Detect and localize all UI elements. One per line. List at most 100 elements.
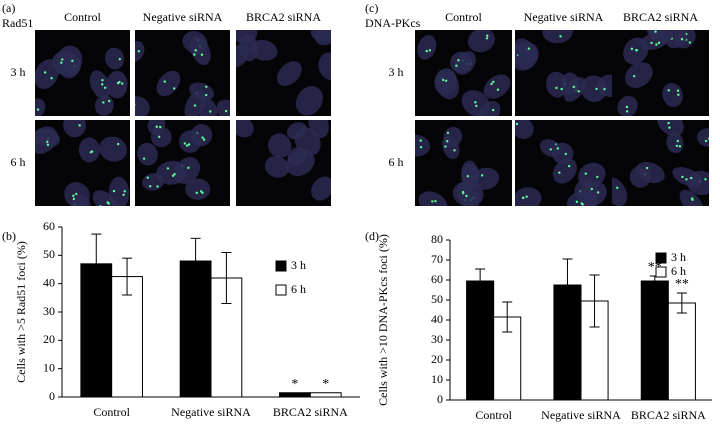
focus: [173, 173, 176, 176]
focus: [486, 34, 489, 37]
focus: [193, 53, 196, 56]
focus: [425, 49, 428, 53]
y-tick-label: 10: [43, 360, 55, 374]
nucleus: [483, 74, 511, 99]
y-tick-label: 80: [431, 232, 443, 246]
y-tick-label: 60: [43, 219, 55, 233]
cells: [236, 120, 331, 201]
cells: [35, 45, 128, 116]
nucleus: [418, 191, 448, 206]
focus: [446, 140, 449, 143]
nucleus: [672, 167, 702, 187]
cells: [612, 120, 709, 206]
focus: [146, 176, 149, 179]
focus: [492, 80, 495, 84]
focus: [567, 164, 571, 168]
nucleus: [310, 30, 331, 42]
nucleus: [267, 133, 292, 158]
y-tick-label: 0: [49, 389, 55, 403]
focus: [137, 50, 141, 53]
focus: [681, 175, 684, 179]
cells: [236, 30, 331, 116]
focus: [625, 105, 629, 109]
cells: [135, 31, 235, 116]
focus: [185, 144, 189, 147]
significance: *: [291, 377, 298, 392]
nucleus: [78, 137, 100, 163]
nucleus: [236, 120, 254, 138]
legend-label: 6 h: [291, 282, 306, 296]
micrograph: [415, 120, 512, 206]
focus: [616, 186, 619, 189]
focus: [156, 185, 159, 188]
focus: [577, 90, 580, 93]
x-tick-label: Negative siRNA: [541, 408, 621, 422]
focus: [667, 121, 670, 125]
nucleus: [51, 50, 81, 77]
focus: [204, 93, 208, 97]
micrograph: [236, 30, 331, 116]
focus: [103, 86, 107, 89]
focus: [525, 195, 528, 198]
focus: [75, 192, 78, 196]
focus: [549, 148, 552, 151]
nucleus: [35, 126, 58, 154]
focus: [465, 194, 468, 198]
focus: [106, 201, 109, 204]
focus: [596, 175, 599, 179]
focus: [689, 176, 693, 180]
legend-label: 6 h: [671, 264, 686, 278]
nucleus: [106, 70, 128, 99]
focus: [676, 139, 680, 143]
focus: [480, 174, 484, 177]
row-label: 6 h: [389, 155, 404, 169]
focus: [590, 187, 593, 191]
nucleus: [135, 96, 150, 116]
nucleus: [417, 35, 437, 60]
focus: [233, 111, 235, 113]
focus: [564, 152, 568, 156]
focus: [707, 137, 709, 140]
focus: [224, 109, 228, 113]
legend-label: 3 h: [291, 258, 306, 272]
focus: [101, 83, 104, 86]
micrograph: [515, 30, 612, 116]
nucleus: [137, 142, 158, 166]
focus: [428, 49, 432, 52]
focus: [654, 30, 657, 33]
cells: [415, 126, 500, 206]
focus: [475, 104, 478, 108]
focus: [163, 80, 166, 83]
focus: [99, 205, 102, 206]
focus: [572, 85, 575, 89]
nucleus: [515, 187, 542, 206]
focus: [419, 145, 423, 149]
focus: [560, 87, 563, 91]
focus: [596, 191, 600, 194]
column-header: Negative siRNA: [524, 10, 604, 24]
focus: [677, 93, 680, 96]
nucleus: [452, 181, 484, 206]
nucleus: [515, 38, 538, 63]
focus: [461, 190, 465, 194]
legend-swatch: [655, 266, 667, 278]
nucleus: [216, 99, 230, 116]
bar: [640, 280, 669, 401]
bar: [667, 302, 696, 401]
focus: [101, 79, 104, 82]
nucleus: [635, 162, 665, 184]
focus: [183, 142, 187, 145]
y-tick-label: 30: [431, 332, 443, 346]
nucleus: [147, 120, 166, 135]
y-tick-label: 70: [431, 252, 443, 266]
significance: **: [675, 277, 689, 292]
focus: [187, 166, 190, 170]
focus: [521, 196, 525, 200]
nucleus: [318, 52, 331, 81]
nucleus: [666, 132, 684, 154]
focus: [122, 193, 125, 196]
focus: [688, 41, 692, 44]
focus: [457, 59, 460, 62]
micrograph: [612, 30, 709, 116]
focus: [490, 82, 493, 86]
